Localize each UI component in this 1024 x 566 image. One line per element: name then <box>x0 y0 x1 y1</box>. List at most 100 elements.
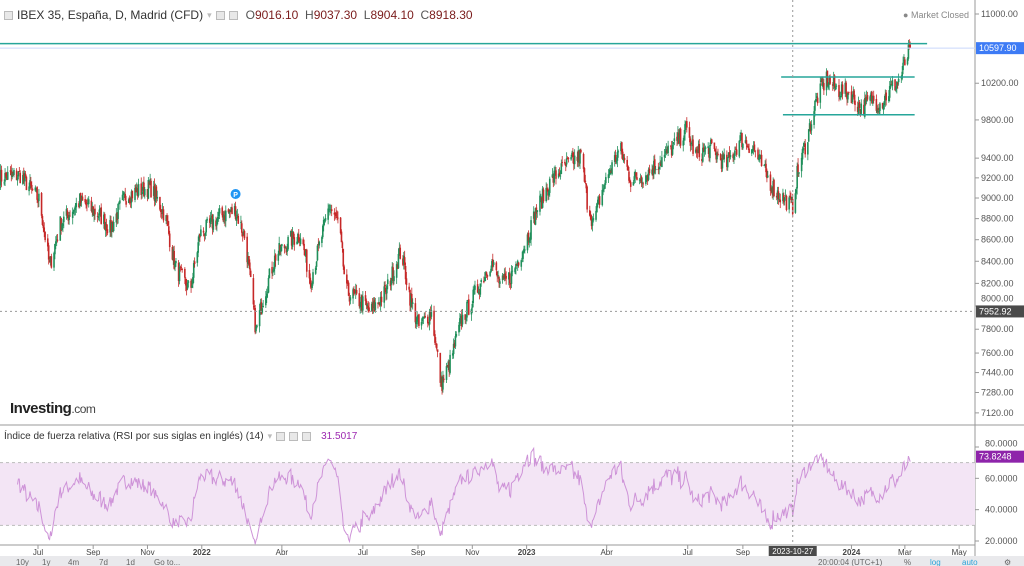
candle-down <box>361 295 363 311</box>
candle-down <box>274 254 277 261</box>
auto-toggle[interactable]: auto <box>962 558 978 566</box>
candle-down <box>5 172 7 177</box>
open-value: 9016.10 <box>254 8 299 22</box>
candle-up <box>61 224 63 231</box>
candle-up <box>318 241 321 246</box>
range-7d[interactable]: 7d <box>99 558 108 566</box>
candle-down <box>385 287 387 295</box>
candle-up <box>73 210 76 212</box>
candle-down <box>853 90 855 100</box>
candle-down <box>9 170 12 172</box>
candle-down <box>621 151 624 160</box>
visibility-icon[interactable] <box>215 10 225 20</box>
candle-down <box>103 214 106 230</box>
candle-down <box>336 216 338 219</box>
visibility-icon[interactable] <box>276 432 286 441</box>
candle-up <box>71 211 74 219</box>
range-4m[interactable]: 4m <box>68 558 80 566</box>
rsi-line <box>17 446 911 545</box>
candle-down <box>614 154 617 162</box>
candle-up <box>645 176 648 178</box>
candle-up <box>272 271 274 273</box>
candle-up <box>4 172 6 182</box>
candle-down <box>646 174 649 181</box>
candle-down <box>160 212 163 215</box>
candle-down <box>310 283 313 287</box>
candle-down <box>19 172 21 184</box>
candle-up <box>613 155 616 162</box>
candle-up <box>93 209 95 216</box>
settings-icon[interactable] <box>289 432 299 441</box>
candle-down <box>831 84 834 86</box>
range-1d[interactable]: 1d <box>126 558 135 566</box>
candle-up <box>907 44 910 59</box>
candle-up <box>103 214 105 224</box>
candle-down <box>598 196 601 205</box>
candle-up <box>121 194 124 201</box>
candle-down <box>502 276 505 279</box>
symbol-title[interactable]: IBEX 35, España, D, Madrid (CFD) <box>17 8 204 22</box>
candle-down <box>40 193 43 216</box>
percent-toggle[interactable]: % <box>904 558 912 566</box>
candle-down <box>771 187 774 195</box>
candle-down <box>162 209 165 221</box>
candle-up <box>447 361 450 368</box>
candle-down <box>131 190 134 199</box>
candle-down <box>367 305 369 309</box>
candle-up <box>287 236 289 250</box>
candle-up <box>815 96 818 98</box>
symbol-legend: IBEX 35, España, D, Madrid (CFD) ▾ O9016… <box>4 8 473 22</box>
time-tick-label: Jul <box>683 548 693 556</box>
candle-down <box>572 152 574 158</box>
candle-down <box>689 138 692 146</box>
candle-up <box>825 71 828 91</box>
candle-down <box>203 234 206 236</box>
candle-up <box>795 189 798 194</box>
range-10y[interactable]: 10y <box>16 558 29 566</box>
collapse-icon[interactable] <box>4 10 13 20</box>
settings-icon[interactable] <box>228 10 238 20</box>
candle-down <box>246 236 248 263</box>
rsi-title[interactable]: Índice de fuerza relativa (RSI por sus s… <box>4 431 264 442</box>
candle-up <box>685 122 687 126</box>
candle-up <box>539 195 541 212</box>
candle-up <box>268 268 271 279</box>
candle-up <box>776 190 779 200</box>
candle-down <box>527 232 530 242</box>
candle-up <box>374 302 377 310</box>
chevron-down-icon[interactable]: ▾ <box>267 431 273 441</box>
candle-up <box>286 248 288 252</box>
candle-up <box>902 62 904 71</box>
range-1y[interactable]: 1y <box>42 558 51 566</box>
log-toggle[interactable]: log <box>930 558 941 566</box>
candle-down <box>621 142 623 153</box>
candle-down <box>155 186 158 198</box>
candle-up <box>664 150 667 154</box>
settings-icon[interactable]: ⚙ <box>1004 558 1012 566</box>
candle-up <box>321 237 323 243</box>
candle-down <box>424 316 426 318</box>
candle-down <box>626 159 628 167</box>
candle-up <box>570 157 572 160</box>
candle-down <box>508 273 511 284</box>
candle-down <box>333 212 336 215</box>
candle-down <box>237 215 240 224</box>
candle-down <box>241 233 244 237</box>
candle-up <box>352 289 354 299</box>
candle-up <box>421 317 424 322</box>
candle-down <box>0 169 3 182</box>
candle-down <box>540 197 543 209</box>
chevron-down-icon[interactable]: ▾ <box>207 9 212 20</box>
candle-down <box>909 44 911 49</box>
candle-down <box>160 209 162 213</box>
close-icon[interactable] <box>302 432 312 441</box>
goto-button[interactable]: Go to... <box>154 558 181 566</box>
candle-down <box>305 249 308 272</box>
candle-up <box>820 80 822 82</box>
candle-down <box>298 241 301 243</box>
candle-down <box>355 289 358 294</box>
candle-down <box>414 303 417 323</box>
candle-down <box>285 247 288 253</box>
candle-down <box>741 133 743 148</box>
